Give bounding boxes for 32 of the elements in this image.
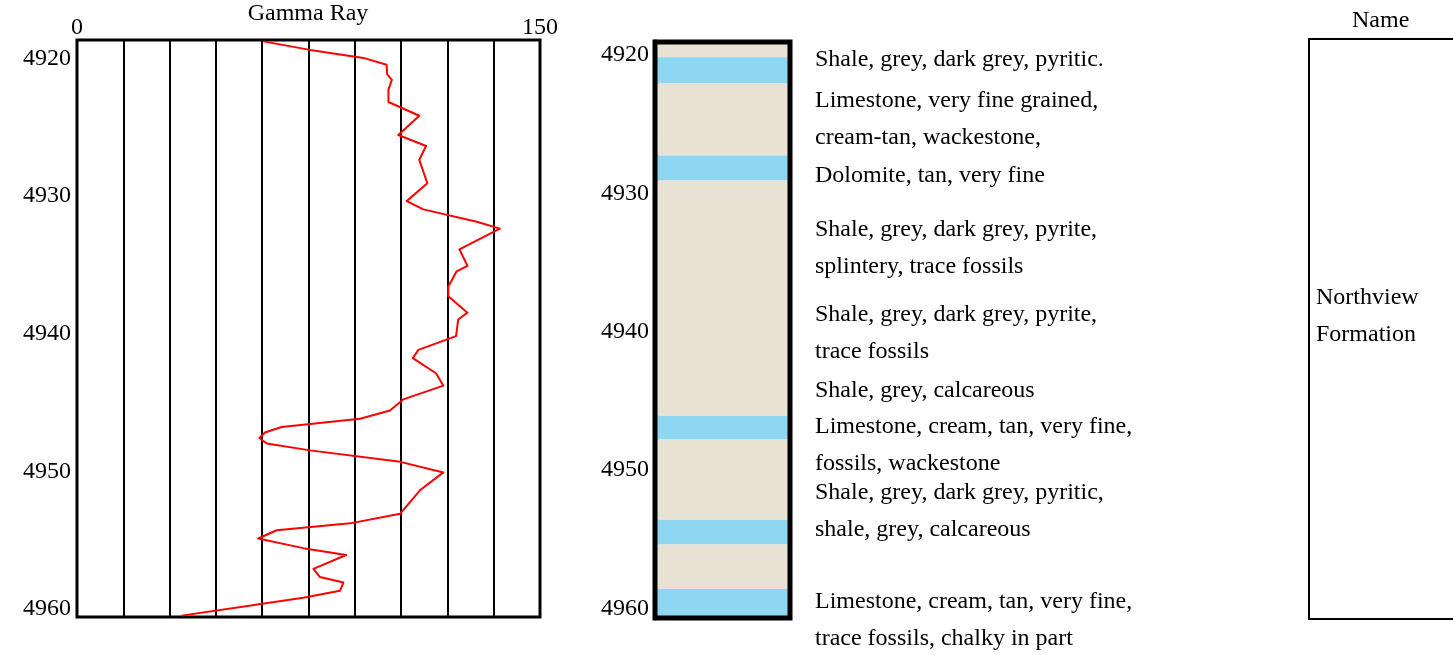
text: Name: [1352, 6, 1410, 33]
bar: [655, 83, 790, 156]
y-tick-label: 4920: [601, 40, 649, 67]
y-tick-label: 4940: [601, 317, 649, 343]
y-tick-label: 4940: [23, 318, 71, 345]
x-tick-label: 0: [71, 13, 83, 39]
annotation: Shale, grey, dark grey, pyrite, splintery, trace fossils: [815, 215, 1098, 278]
y-tick-label: 4950: [601, 455, 649, 482]
annotation: Shale, grey, dark grey, pyrite, trace fossils: [815, 300, 1098, 363]
y-tick-label: 4960: [23, 594, 71, 621]
annotation: Limestone, very fine grained, cream-tan, wackestone,: [815, 85, 1099, 149]
x-axis-title: Gamma Ray: [247, 0, 369, 25]
line-series: [180, 40, 501, 617]
bar: [655, 439, 790, 520]
y-tick-label: 4930: [601, 178, 649, 205]
y-tick-label: 4950: [23, 456, 71, 483]
annotation: Northview Formation: [1316, 282, 1419, 348]
annotation: Shale, grey, dark grey, pyritic.: [815, 45, 1104, 71]
bar: [655, 415, 790, 440]
x-tick-label: 150: [522, 13, 558, 39]
annotation: Dolomite, tan, very fine: [815, 161, 1045, 187]
bar: [655, 155, 790, 181]
bar: [655, 57, 790, 84]
annotation: Limestone, cream, tan, very fine, trace fossils, chalky in part: [815, 587, 1133, 650]
bar: [655, 544, 790, 589]
y-tick-label: 4920: [23, 43, 71, 70]
annotation: Shale, grey, calcareous: [815, 376, 1035, 402]
annotation: Limestone, cream, tan, very fine, fossils, wackestone: [815, 412, 1133, 475]
annotation: Shale, grey, dark grey, pyritic, shale, grey, calcareous: [815, 478, 1104, 541]
y-tick-label: 4930: [23, 181, 71, 208]
y-tick-label: 4960: [601, 593, 649, 620]
bar: [655, 519, 790, 545]
